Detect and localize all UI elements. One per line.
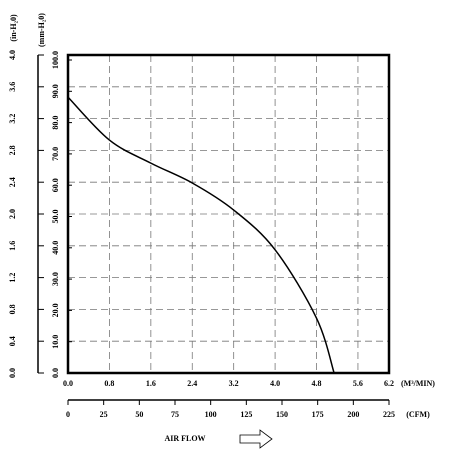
x2-tick-label: 125: [240, 410, 252, 419]
x2-axis-label: (CFM): [406, 410, 430, 419]
y2-tick-label: 60.0: [51, 178, 60, 192]
flow-arrow: [239, 429, 273, 449]
y-tick-label: 3.6: [8, 82, 17, 92]
x2-tick-label: 225: [383, 410, 395, 419]
y-tick-label: 1.6: [8, 241, 17, 251]
x2-tick-label: 100: [205, 410, 217, 419]
x2-tick-label: 200: [347, 410, 359, 419]
y2-tick-label: 40.0: [51, 241, 60, 255]
y-tick-label: 0.0: [8, 368, 17, 378]
x2-tick-label: 0: [66, 410, 70, 419]
y-tick-label: 2.0: [8, 209, 17, 219]
y2-tick-label: 70.0: [51, 147, 60, 161]
y2-tick-label: 90.0: [51, 84, 60, 98]
y2-tick-label: 0.0: [51, 368, 60, 378]
y2-axis-label: (mm-H₂0): [37, 13, 46, 47]
y-tick-label: 3.2: [8, 114, 17, 124]
y-tick-label: 2.4: [8, 177, 17, 187]
x-tick-label: 4.0: [270, 379, 280, 388]
plot-frame: [66, 53, 391, 375]
x-axis-label: (M³/MIN): [401, 379, 435, 388]
footer-label: AIR FLOW: [164, 434, 205, 443]
x-tick-label: 0.8: [104, 379, 114, 388]
y-tick-label: 1.2: [8, 273, 17, 283]
y-axis-label: (in-H₂0): [9, 14, 18, 42]
x2-tick-label: 75: [171, 410, 179, 419]
x-tick-label: 5.6: [353, 379, 363, 388]
x2-tick-label: 150: [276, 410, 288, 419]
x2-tick-label: 25: [100, 410, 108, 419]
y2-tick-label: 100.0: [51, 51, 60, 69]
x-tick-label: 3.2: [229, 379, 239, 388]
x-tick-label: 0.0: [63, 379, 73, 388]
x-tick-label: 4.8: [312, 379, 322, 388]
y2-tick-label: 80.0: [51, 116, 60, 130]
x2-tick-label: 175: [312, 410, 324, 419]
x-tick-label: 2.4: [187, 379, 197, 388]
y-tick-label: 0.8: [8, 304, 17, 314]
x-tick-label: 6.2: [384, 379, 394, 388]
y2-tick-label: 30.0: [51, 272, 60, 286]
y-tick-label: 4.0: [8, 50, 17, 60]
y2-tick-label: 20.0: [51, 303, 60, 317]
x2-tick-label: 50: [135, 410, 143, 419]
y-tick-label: 2.8: [8, 145, 17, 155]
y-tick-label: 0.4: [8, 336, 17, 346]
y2-tick-label: 50.0: [51, 210, 60, 224]
y2-tick-label: 10.0: [51, 335, 60, 349]
x-tick-label: 1.6: [146, 379, 156, 388]
curve: [67, 96, 335, 374]
